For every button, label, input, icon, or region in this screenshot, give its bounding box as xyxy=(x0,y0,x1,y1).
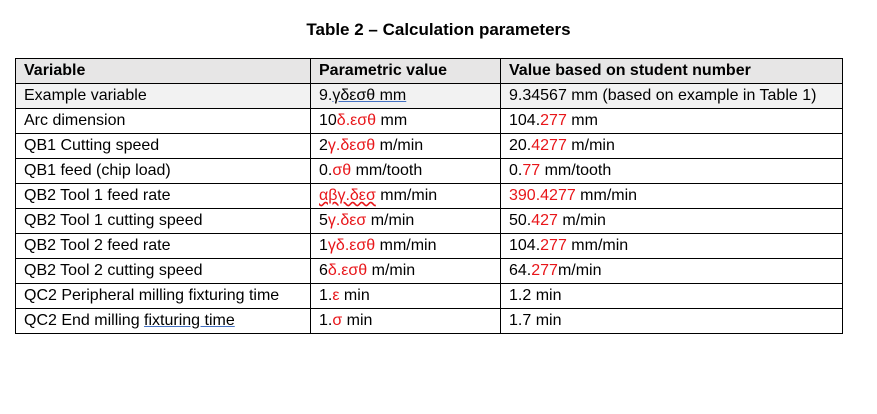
table-row: QC2 End milling fixturing time 1.σ min 1.7… xyxy=(15,308,843,334)
value-segment: 6 xyxy=(319,262,328,279)
value-segment: 5 xyxy=(319,212,328,229)
value-segment: αβγ.δεσ xyxy=(319,187,376,204)
value-segment: 0. xyxy=(319,162,333,179)
value-segment: 1.2 min xyxy=(509,287,562,304)
cell-student-value: 64.277m/min xyxy=(500,258,843,284)
table-row: QB2 Tool 2 feed rate 1γδ.εσθ mm/min 104.27… xyxy=(15,233,843,259)
value-segment: 2 xyxy=(319,137,328,154)
value-segment: mm/min xyxy=(566,237,629,254)
value-segment: mm/min xyxy=(375,237,437,254)
value-segment: mm/min xyxy=(375,187,438,204)
cell-student-value: 1.2 min xyxy=(500,283,843,309)
value-segment: γ.δεσθ xyxy=(327,137,376,154)
value-segment: min xyxy=(339,287,370,304)
value-segment: 9. xyxy=(319,87,333,104)
cell-variable: Example variable xyxy=(15,83,311,109)
value-segment: δ.εσθ xyxy=(336,112,377,129)
value-segment: 104. xyxy=(509,237,541,254)
value-segment: m/min xyxy=(557,262,602,279)
value-segment: m/min xyxy=(557,212,606,229)
value-segment: mm/tooth xyxy=(540,162,612,179)
value-segment: min xyxy=(342,312,373,329)
cell-variable: QB1 Cutting speed xyxy=(15,133,311,159)
value-segment: 277 xyxy=(540,112,567,129)
cell-student-value: 20.4277 m/min xyxy=(500,133,843,159)
cell-variable: QB2 Tool 1 feed rate xyxy=(15,183,311,209)
value-segment: 1. xyxy=(319,312,333,329)
value-segment: 1 xyxy=(319,237,328,254)
table-row: Example variable 9.γδεσθ mm 9.34567 mm (ba… xyxy=(15,83,843,109)
cell-parametric-value: αβγ.δεσ mm/min xyxy=(310,183,501,209)
table-row: QC2 Peripheral milling fixturing time 1.ε… xyxy=(15,283,843,309)
value-segment: 277 xyxy=(540,237,567,254)
value-segment: m/min xyxy=(375,137,424,154)
value-segment: 77 xyxy=(522,162,541,179)
value-segment: 427 xyxy=(531,212,558,229)
table-caption: Table 2 – Calculation parameters xyxy=(306,20,571,39)
table-row: QB2 Tool 1 cutting speed 5γ.δεσ m/min 50.4… xyxy=(15,208,843,234)
header-student-value: Value based on student number xyxy=(500,58,843,84)
value-segment: 9.34567 mm (based on example in Table 1) xyxy=(509,87,817,104)
cell-variable: QB1 feed (chip load) xyxy=(15,158,311,184)
cell-variable: QB2 Tool 2 cutting speed xyxy=(15,258,311,284)
value-segment: mm/min xyxy=(575,187,638,204)
header-variable: Variable xyxy=(15,58,311,84)
table-row: QB1 Cutting speed 2γ.δεσθ m/min 20.4277 m/… xyxy=(15,133,843,159)
value-segment: 1. xyxy=(319,287,333,304)
value-segment: m/min xyxy=(367,262,416,279)
cell-parametric-value: 1.ε min xyxy=(310,283,501,309)
cell-parametric-value: 1γδ.εσθ mm/min xyxy=(310,233,501,259)
table-header-row: Variable Parametric value Value based on… xyxy=(15,58,843,84)
cell-variable: QC2 End milling fixturing time xyxy=(15,308,311,334)
table-row: QB1 feed (chip load) 0.σθ mm/tooth 0.77 mm… xyxy=(15,158,843,184)
value-segment: 20. xyxy=(509,137,532,154)
cell-parametric-value: 6δ.εσθ m/min xyxy=(310,258,501,284)
value-segment: δ.εσθ xyxy=(327,262,368,279)
value-segment: mm xyxy=(376,112,408,129)
cell-parametric-value: 2γ.δεσθ m/min xyxy=(310,133,501,159)
header-parametric-value: Parametric value xyxy=(310,58,501,84)
calculation-parameters-table: Variable Parametric value Value based on… xyxy=(15,58,843,334)
table-row: Arc dimension 10δ.εσθ mm 104.277 mm xyxy=(15,108,843,134)
cell-parametric-value: 9.γδεσθ mm xyxy=(310,83,501,109)
value-segment: γδεσθ mm xyxy=(332,87,407,104)
value-segment: 277 xyxy=(531,262,558,279)
value-segment: σ xyxy=(332,312,343,329)
cell-student-value: 1.7 min xyxy=(500,308,843,334)
cell-student-value: 104.277 mm xyxy=(500,108,843,134)
cell-variable: QB2 Tool 1 cutting speed xyxy=(15,208,311,234)
table-body: Example variable 9.γδεσθ mm 9.34567 mm (ba… xyxy=(15,83,843,334)
cell-parametric-value: 10δ.εσθ mm xyxy=(310,108,501,134)
value-segment: 1.7 min xyxy=(509,312,562,329)
cell-parametric-value: 1.σ min xyxy=(310,308,501,334)
cell-variable: Arc dimension xyxy=(15,108,311,134)
value-segment: σθ xyxy=(332,162,352,179)
cell-student-value: 50.427 m/min xyxy=(500,208,843,234)
value-segment: mm xyxy=(566,112,598,129)
cell-student-value: 104.277 mm/min xyxy=(500,233,843,259)
value-segment: 4277 xyxy=(531,137,567,154)
value-segment: 104. xyxy=(509,112,541,129)
cell-parametric-value: 0.σθ mm/tooth xyxy=(310,158,501,184)
cell-student-value: 390.4277 mm/min xyxy=(500,183,843,209)
value-segment: m/min xyxy=(566,137,615,154)
value-segment: γ.δεσ xyxy=(327,212,367,229)
cell-student-value: 9.34567 mm (based on example in Table 1) xyxy=(500,83,843,109)
value-segment: ε xyxy=(332,287,340,304)
cell-parametric-value: 5γ.δεσ m/min xyxy=(310,208,501,234)
value-segment: 0. xyxy=(509,162,523,179)
cell-student-value: 0.77 mm/tooth xyxy=(500,158,843,184)
value-segment: 10 xyxy=(319,112,337,129)
table-row: QB2 Tool 1 feed rate αβγ.δεσ mm/min 390.42… xyxy=(15,183,843,209)
value-segment: 64. xyxy=(509,262,532,279)
value-segment: m/min xyxy=(366,212,415,229)
cell-variable: QC2 Peripheral milling fixturing time xyxy=(15,283,311,309)
cell-variable: QB2 Tool 2 feed rate xyxy=(15,233,311,259)
value-segment: 50. xyxy=(509,212,532,229)
table-row: QB2 Tool 2 cutting speed 6δ.εσθ m/min 64.2… xyxy=(15,258,843,284)
value-segment: mm/tooth xyxy=(351,162,423,179)
value-segment: 390.4277 xyxy=(509,187,576,204)
underlined-text: fixturing time xyxy=(144,312,235,329)
value-segment: γδ.εσθ xyxy=(327,237,376,254)
